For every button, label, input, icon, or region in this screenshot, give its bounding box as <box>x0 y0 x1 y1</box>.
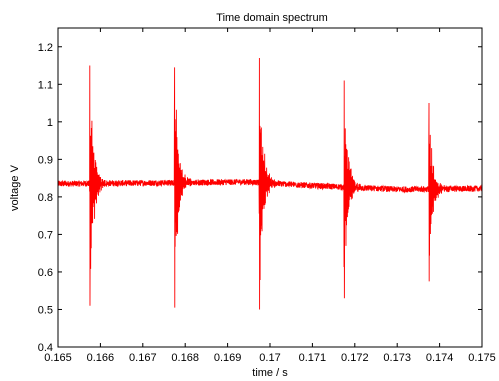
y-tick-label: 0.9 <box>38 154 53 166</box>
y-tick-label: 1.1 <box>38 79 53 91</box>
y-tick-label: 1 <box>47 117 53 129</box>
x-tick-label: 0.168 <box>171 352 199 364</box>
x-axis: 0.165 0.166 0.167 0.168 0.169 0.17 0.171 0.172 0… <box>44 28 496 364</box>
x-tick-label: 0.17 <box>259 352 280 364</box>
voltage-signal-line <box>58 58 482 310</box>
y-tick-label: 0.5 <box>38 304 53 316</box>
plot-area <box>58 58 482 310</box>
x-tick-label: 0.165 <box>44 352 72 364</box>
y-tick-label: 0.4 <box>38 342 53 354</box>
y-tick-label: 0.6 <box>38 267 53 279</box>
x-tick-label: 0.167 <box>129 352 157 364</box>
y-tick-label: 0.7 <box>38 229 53 241</box>
x-axis-title: time / s <box>252 367 288 376</box>
y-axis: 0.4 0.5 0.6 0.7 0.8 0.9 1 1.1 1.2 <box>38 42 482 354</box>
x-tick-label: 0.175 <box>468 352 496 364</box>
y-axis-title: voltage V <box>9 164 21 211</box>
y-tick-label: 0.8 <box>38 192 53 204</box>
y-tick-label: 1.2 <box>38 42 53 54</box>
x-tick-label: 0.172 <box>341 352 369 364</box>
chart-title: Time domain spectrum <box>216 12 327 24</box>
x-tick-label: 0.173 <box>383 352 411 364</box>
x-tick-label: 0.166 <box>87 352 115 364</box>
x-tick-label: 0.169 <box>214 352 242 364</box>
x-tick-label: 0.174 <box>426 352 454 364</box>
x-tick-label: 0.171 <box>299 352 327 364</box>
